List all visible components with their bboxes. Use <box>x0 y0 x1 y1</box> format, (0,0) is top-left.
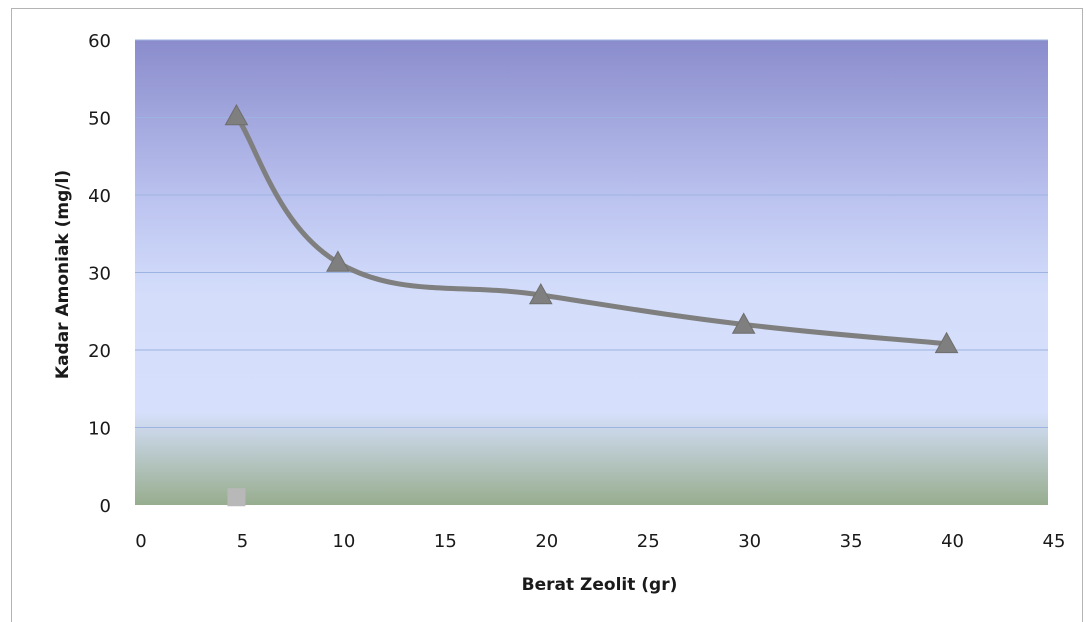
y-tick-label: 20 <box>88 341 111 362</box>
series-0-point-4 <box>934 331 959 354</box>
y-axis-ticks: 0 10 20 30 40 50 60 <box>88 31 111 517</box>
series-0-point-3 <box>731 312 756 334</box>
x-axis-title: Berat Zeolit (gr) <box>522 575 678 595</box>
y-tick-label: 0 <box>100 496 111 517</box>
series-0-point-2 <box>528 282 553 305</box>
gridlines <box>135 39 1048 428</box>
y-tick-label: 50 <box>88 109 111 130</box>
y-tick-label: 10 <box>88 419 111 440</box>
series-0-point-1 <box>326 250 350 272</box>
x-tick-label: 15 <box>434 531 457 552</box>
y-axis-title: Kadar Amoniak (mg/l) <box>53 170 73 379</box>
x-tick-label: 30 <box>738 531 761 552</box>
x-tick-label: 40 <box>941 531 964 552</box>
series-0-point-0 <box>224 103 249 126</box>
x-tick-label: 20 <box>535 531 558 552</box>
x-tick-label: 35 <box>840 531 863 552</box>
y-tick-label: 40 <box>88 186 111 207</box>
x-tick-label: 10 <box>332 531 355 552</box>
x-tick-label: 0 <box>135 531 146 552</box>
x-tick-label: 45 <box>1043 531 1066 552</box>
series-layer <box>224 103 959 507</box>
y-tick-label: 60 <box>88 31 111 52</box>
x-tick-label: 25 <box>637 531 660 552</box>
series-1-point-0 <box>227 488 246 507</box>
x-axis-ticks: 0 5 10 15 20 25 30 35 40 45 <box>135 531 1065 552</box>
x-tick-label: 5 <box>237 531 248 552</box>
y-tick-label: 30 <box>88 264 111 285</box>
